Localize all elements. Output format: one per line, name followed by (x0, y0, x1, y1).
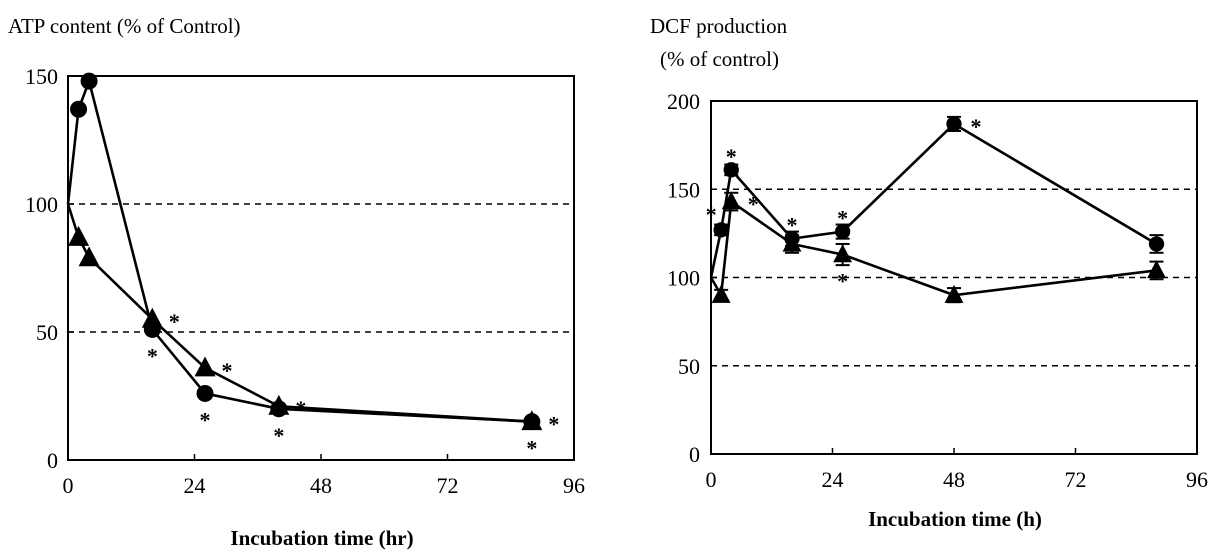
dcf-significance-star: * (971, 114, 982, 139)
atp-triangle-marker (194, 356, 216, 377)
dcf-y-tick-label: 0 (689, 442, 700, 467)
atp-triangle-marker (141, 307, 163, 328)
atp-x-tick-label: 24 (184, 473, 206, 498)
dcf-y-tick-label: 50 (678, 354, 700, 379)
dcf-significance-star: * (748, 192, 759, 217)
atp-circle-marker (70, 100, 88, 118)
dcf-y-tick-label: 200 (667, 89, 700, 114)
dcf-circle-series-line (709, 122, 1158, 278)
dcf-significance-star: * (837, 206, 848, 231)
dcf-x-tick-label: 48 (943, 467, 965, 492)
dcf-triangle-marker (944, 284, 964, 303)
atp-x-tick-label: 0 (63, 473, 74, 498)
atp-triangle-marker (268, 394, 290, 415)
dcf-x-tick-label: 24 (822, 467, 844, 492)
dcf-x-axis-label: Incubation time (h) (868, 507, 1042, 531)
dcf-y-tick-label: 100 (667, 266, 700, 291)
atp-x-axis-label: Incubation time (hr) (230, 526, 413, 550)
atp-triangle-marker (521, 410, 543, 431)
atp-significance-star: * (222, 358, 233, 383)
atp-panel: ATP content (% of Control) 0 24 48 72 96 0 50 1… (8, 14, 585, 550)
dcf-x-tick-label: 72 (1065, 467, 1087, 492)
dcf-significance-star: * (706, 202, 717, 227)
atp-significance-star: * (169, 309, 180, 334)
dcf-significance-star: * (726, 144, 737, 169)
atp-circle-series-line (66, 76, 532, 423)
atp-y-tick-label: 0 (47, 448, 58, 473)
atp-chart-title: ATP content (% of Control) (8, 14, 241, 38)
dcf-y-tick-label: 150 (667, 177, 700, 202)
atp-circle-marker (80, 72, 98, 90)
dcf-significance-star: * (787, 213, 798, 238)
dcf-triangle-marker (721, 191, 741, 210)
dcf-triangle-series-line (709, 199, 1157, 300)
atp-significance-star: * (200, 407, 211, 432)
dcf-circle-marker (723, 162, 739, 178)
dcf-panel: DCF production (% of control) 0 24 48 72 96 0… (650, 14, 1208, 531)
dcf-circle-marker (834, 223, 851, 240)
dcf-triangle-marker (782, 233, 802, 252)
dcf-triangle-marker (833, 244, 853, 263)
dcf-circle-marker (1148, 236, 1165, 252)
atp-significance-star: * (273, 423, 284, 448)
dcf-chart-subtitle: (% of control) (660, 47, 779, 71)
atp-x-tick-label: 72 (437, 473, 459, 498)
dcf-circle-marker (946, 116, 962, 132)
atp-x-tick-label: 48 (310, 473, 332, 498)
atp-significance-star: * (147, 343, 158, 368)
atp-significance-star: * (548, 412, 559, 437)
atp-y-tick-label: 150 (25, 64, 58, 89)
atp-y-tick-label: 100 (25, 192, 58, 217)
atp-triangle-series-line (66, 203, 532, 423)
dcf-circle-marker (713, 222, 729, 238)
atp-circle-marker (196, 384, 214, 402)
dcf-significance-star: * (837, 269, 848, 294)
dcf-chart-title: DCF production (650, 14, 788, 38)
dcf-triangle-marker (711, 284, 731, 303)
atp-significance-star: * (295, 396, 306, 421)
atp-y-tick-label: 50 (36, 320, 58, 345)
dcf-triangle-marker (1147, 260, 1166, 279)
dcf-x-tick-label: 96 (1186, 467, 1208, 492)
atp-triangle-marker (78, 246, 100, 267)
atp-x-tick-label: 96 (563, 473, 585, 498)
atp-triangle-marker (68, 225, 90, 246)
atp-significance-star: * (526, 436, 537, 461)
atp-plot-frame (67, 75, 575, 461)
dcf-x-tick-label: 0 (706, 467, 717, 492)
